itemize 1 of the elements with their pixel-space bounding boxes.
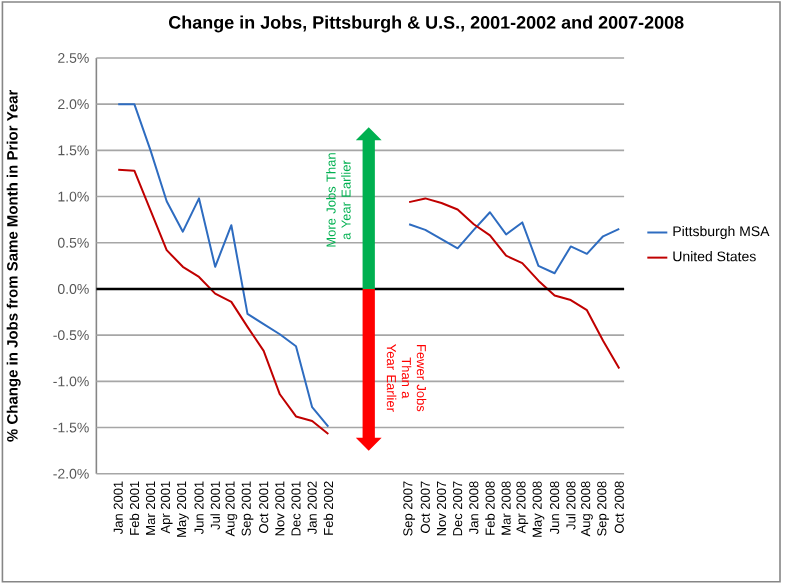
chart-title: Change in Jobs, Pittsburgh & U.S., 2001-2002 and 2007-2008 (168, 15, 684, 33)
